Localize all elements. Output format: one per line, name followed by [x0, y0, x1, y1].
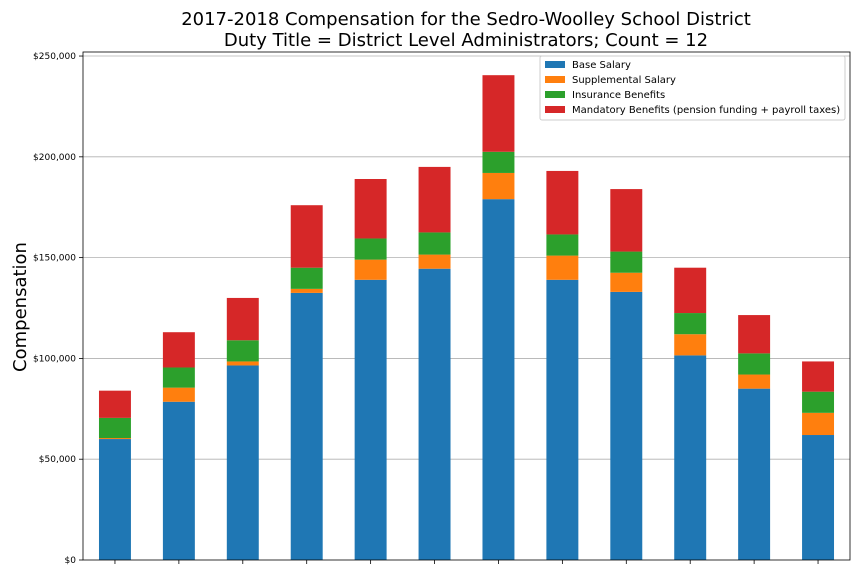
bar-segment-4-5 — [354, 179, 387, 239]
bar-segment-1-7 — [482, 199, 515, 560]
bar-segment-2-2 — [162, 387, 195, 402]
bar-segment-4-2 — [162, 332, 195, 368]
bar-segment-4-8 — [546, 170, 579, 235]
bar-segment-4-10 — [674, 267, 707, 314]
y-tick-label: $150,000 — [33, 254, 76, 264]
bar-segment-3-10 — [674, 313, 707, 335]
bar-segment-3-9 — [610, 251, 643, 273]
bar-segment-3-4 — [290, 267, 323, 289]
bar-segment-2-7 — [482, 172, 515, 200]
bar-segment-3-5 — [354, 238, 387, 260]
bar-segment-1-11 — [738, 388, 771, 560]
bar-segment-2-9 — [610, 272, 643, 292]
bar-segment-2-6 — [418, 254, 451, 269]
bar-segment-4-12 — [802, 361, 835, 392]
bars — [98, 75, 835, 560]
y-axis-label: Compensation — [10, 242, 31, 372]
legend: Base Salary Supplemental Salary Insurance … — [539, 55, 846, 121]
bar-segment-4-7 — [482, 75, 515, 152]
bar-segment-1-1 — [98, 439, 131, 560]
axes: $0 $50,000 $100,000 $150,000 $200,000 $250,00… — [33, 51, 851, 566]
bar-segment-1-12 — [802, 435, 835, 560]
bar-segment-1-9 — [610, 291, 643, 560]
bar-segment-3-1 — [98, 417, 131, 439]
bar-segment-1-3 — [226, 365, 259, 560]
bar-segment-2-11 — [738, 374, 771, 389]
legend-label-4: Mandatory Benefits (pension funding + pa… — [572, 105, 840, 116]
bar-segment-3-11 — [738, 353, 771, 375]
bar-segment-2-4 — [290, 288, 323, 293]
bar-segment-2-3 — [226, 361, 259, 366]
bar-segment-2-10 — [674, 334, 707, 356]
bar-segment-2-1 — [98, 438, 131, 440]
bar-segment-4-4 — [290, 205, 323, 268]
bar-segment-1-8 — [546, 279, 579, 560]
bar-segment-3-2 — [162, 367, 195, 388]
bar-segment-1-4 — [290, 292, 323, 560]
bar-segment-3-6 — [418, 232, 451, 255]
bar-segment-4-6 — [418, 166, 451, 233]
bar-segment-3-7 — [482, 151, 515, 173]
y-tick-label: $250,000 — [33, 52, 76, 62]
y-tick-label: $200,000 — [33, 153, 76, 163]
legend-label-2: Supplemental Salary — [572, 75, 676, 86]
bar-segment-2-8 — [546, 255, 579, 280]
bar-segment-2-5 — [354, 259, 387, 280]
legend-swatch-1 — [545, 61, 565, 68]
plot-frame — [82, 51, 851, 561]
legend-swatch-4 — [545, 106, 565, 113]
legend-box — [539, 55, 846, 121]
bar-segment-1-10 — [674, 355, 707, 560]
bar-segment-1-5 — [354, 279, 387, 560]
legend-swatch-3 — [545, 91, 565, 98]
bar-segment-2-12 — [802, 412, 835, 436]
chart-title-line-1: 2017-2018 Compensation for the Sedro-Woo… — [181, 9, 751, 30]
bar-segment-3-8 — [546, 234, 579, 256]
bar-segment-4-1 — [98, 390, 131, 418]
bar-segment-1-6 — [418, 268, 451, 560]
legend-swatch-2 — [545, 76, 565, 83]
bar-segment-3-12 — [802, 391, 835, 413]
bar-segment-4-3 — [226, 297, 259, 341]
gridlines — [83, 55, 850, 460]
bar-segment-4-11 — [738, 315, 771, 354]
bar-segment-3-3 — [226, 340, 259, 362]
bar-segment-4-9 — [610, 189, 643, 252]
y-tick-label: $100,000 — [33, 354, 76, 364]
chart-title-line-2: Duty Title = District Level Administrato… — [224, 30, 708, 51]
y-tick-label: $50,000 — [39, 455, 76, 465]
legend-label-1: Base Salary — [572, 60, 631, 71]
bar-segment-1-2 — [162, 401, 195, 560]
legend-label-3: Insurance Benefits — [572, 90, 665, 101]
y-tick-label: $0 — [65, 556, 77, 566]
